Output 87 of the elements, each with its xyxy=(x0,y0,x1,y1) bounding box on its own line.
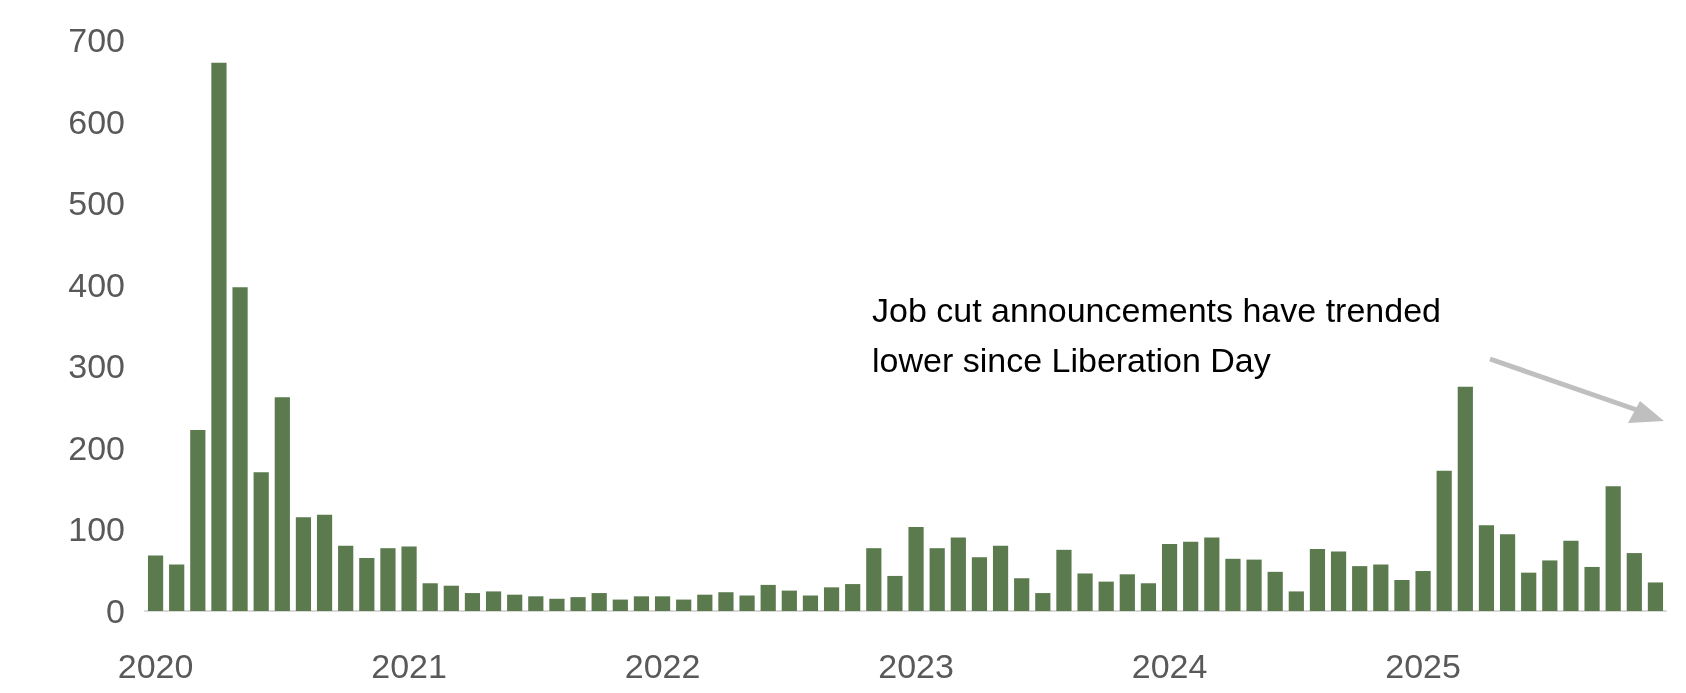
bar xyxy=(1436,470,1452,611)
bar xyxy=(1626,553,1642,611)
bar xyxy=(823,587,840,611)
bar xyxy=(1521,572,1537,611)
bar xyxy=(1647,582,1664,611)
bar xyxy=(1288,591,1304,611)
bar xyxy=(147,555,164,611)
bar xyxy=(845,584,861,611)
bar xyxy=(992,545,1009,611)
bar xyxy=(676,599,692,611)
x-tick-label: 2020 xyxy=(117,647,194,685)
bar xyxy=(718,592,734,611)
bar xyxy=(1373,564,1389,611)
bar xyxy=(1330,551,1347,611)
bar xyxy=(528,596,544,611)
bar xyxy=(359,557,375,611)
bar xyxy=(633,596,650,611)
bar xyxy=(971,557,988,611)
bar xyxy=(802,595,819,611)
bar xyxy=(1077,573,1093,611)
bar xyxy=(295,517,312,611)
bar xyxy=(1584,566,1600,611)
bar xyxy=(253,472,269,611)
bar xyxy=(570,597,586,611)
bar xyxy=(1499,534,1516,611)
bar xyxy=(1225,558,1241,611)
bar xyxy=(1478,525,1495,611)
x-tick-label: 2021 xyxy=(371,647,447,685)
bar xyxy=(1246,559,1262,611)
bar xyxy=(591,593,607,611)
bar xyxy=(549,598,565,611)
y-tick-label: 500 xyxy=(68,184,125,223)
bar xyxy=(485,591,502,611)
bar xyxy=(443,585,459,611)
bar xyxy=(464,593,481,611)
bar xyxy=(316,514,333,611)
bar xyxy=(654,596,671,611)
bar xyxy=(739,595,755,611)
bar xyxy=(929,548,945,611)
bar xyxy=(232,287,248,611)
x-tick-label: 2024 xyxy=(1131,647,1208,685)
bar xyxy=(169,564,185,611)
bar xyxy=(274,397,290,611)
bar xyxy=(908,526,924,611)
y-tick-label: 100 xyxy=(68,510,125,549)
bar xyxy=(1605,486,1621,611)
y-tick-label: 300 xyxy=(68,347,125,386)
y-tick-label: 600 xyxy=(68,102,125,141)
bar xyxy=(781,590,797,611)
bar xyxy=(1204,537,1220,611)
x-tick-label: 2022 xyxy=(624,647,701,685)
bar xyxy=(1394,580,1410,611)
bar xyxy=(1035,593,1051,611)
annotation: Job cut announcements have trended lower since Liberation Day xyxy=(872,291,1441,379)
bar xyxy=(338,545,354,611)
bar xyxy=(1542,560,1558,611)
bar xyxy=(1140,583,1157,611)
bar xyxy=(1098,581,1114,611)
bar xyxy=(887,575,903,611)
bar xyxy=(190,429,206,611)
bar xyxy=(507,594,523,611)
bar xyxy=(1119,574,1135,611)
bar xyxy=(1056,549,1072,611)
y-tick-label: 400 xyxy=(68,265,125,304)
bar xyxy=(612,599,628,611)
x-tick-label: 2023 xyxy=(878,647,954,685)
bar xyxy=(760,584,776,611)
bar xyxy=(866,548,882,611)
bar xyxy=(401,546,417,611)
y-tick-label: 700 xyxy=(68,21,125,59)
bar xyxy=(1563,540,1579,611)
bar xyxy=(1309,549,1326,611)
bar xyxy=(1457,386,1473,611)
bar xyxy=(697,594,713,611)
bar xyxy=(950,537,966,611)
y-tick-label: 0 xyxy=(106,592,125,630)
bar xyxy=(1014,578,1030,611)
bar xyxy=(380,548,396,611)
x-tick-label: 2025 xyxy=(1385,647,1461,685)
bar xyxy=(1267,571,1283,611)
bar xyxy=(1183,541,1199,611)
bar xyxy=(1352,566,1368,611)
bar xyxy=(1415,571,1431,611)
bar xyxy=(1161,544,1178,611)
bar xyxy=(211,62,227,611)
y-tick-label: 200 xyxy=(68,428,125,467)
bar xyxy=(422,583,438,611)
